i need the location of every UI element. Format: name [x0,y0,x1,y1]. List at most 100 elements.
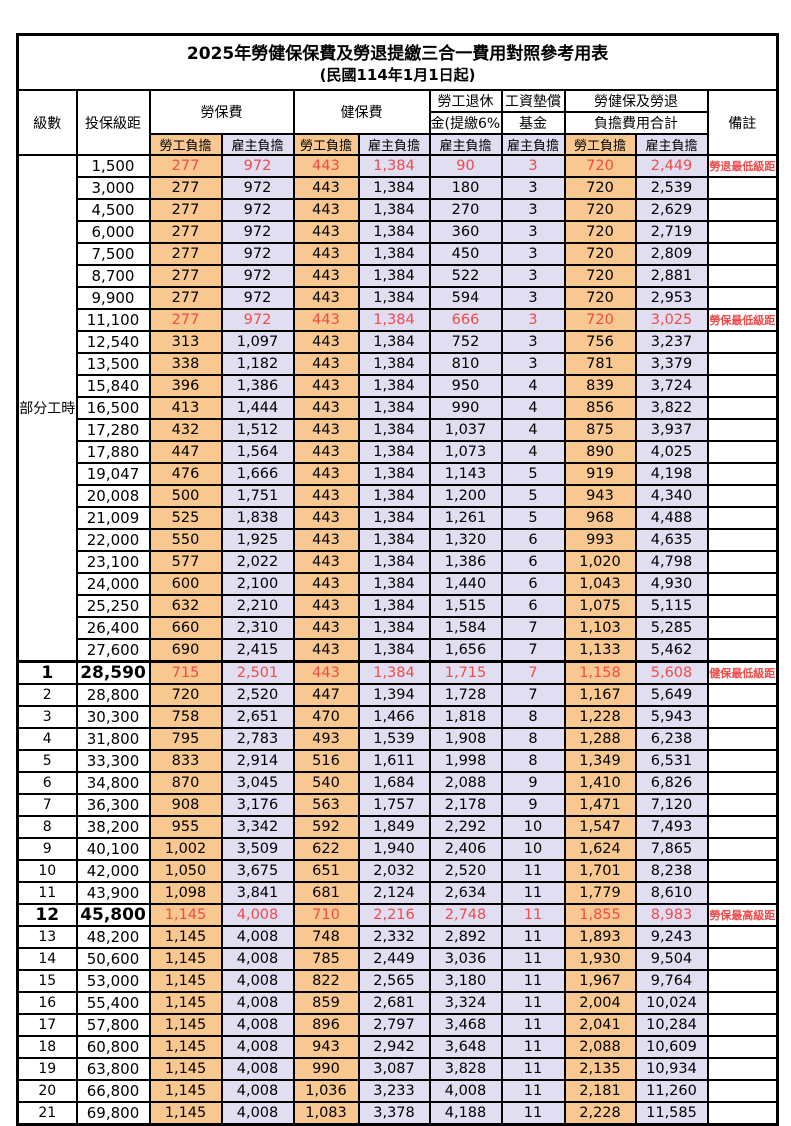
total-worker-cell: 1,075 [563,594,637,618]
wage-fund-employer-cell: 6 [500,550,566,574]
total-worker-cell: 1,349 [563,749,637,773]
wage-fund-employer-cell: 3 [500,220,566,244]
remark-cell [706,881,779,905]
total-worker-cell: 720 [563,154,637,178]
li-worker-cell: 1,145 [148,903,223,927]
hi-employer-cell: 1,611 [357,749,431,773]
bracket-cell: 40,100 [75,837,151,861]
li-employer-cell: 1,925 [220,528,295,552]
li-worker-cell: 1,002 [148,837,223,861]
total-worker-cell: 943 [563,484,637,508]
pension-employer-cell: 1,143 [428,462,503,486]
table-row: 15,840 396 1,386 443 1,384 950 4 839 3,724 [18,374,779,398]
bracket-cell: 12,540 [75,330,151,354]
hi-worker-cell: 443 [292,352,360,376]
remark-cell [706,638,779,663]
li-employer-cell: 972 [220,308,295,332]
bracket-cell: 6,000 [75,220,151,244]
li-worker-cell: 870 [148,771,223,795]
total-employer-cell: 9,243 [634,925,709,949]
pension-employer-cell: 2,748 [428,903,503,927]
level-cell: 4 [16,727,78,751]
hi-worker-cell: 443 [292,572,360,596]
wage-fund-employer-cell: 6 [500,528,566,552]
wage-fund-employer-cell: 3 [500,286,566,310]
bracket-cell: 53,000 [75,969,151,993]
wage-fund-employer-cell: 3 [500,242,566,266]
header-row-3: 勞工負擔 雇主負擔 勞工負擔 雇主負擔 雇主負擔 雇主負擔 勞工負擔 雇主負擔 [18,133,778,156]
table-row: 6,000 277 972 443 1,384 360 3 720 2,719 [18,220,779,244]
li-employer-cell: 1,386 [220,374,295,398]
pension-employer-cell: 3,036 [428,947,503,971]
li-worker-cell: 525 [148,506,223,530]
hi-employer-cell: 2,124 [357,881,431,905]
hi-worker-cell: 443 [292,198,360,222]
hi-worker-cell: 822 [292,969,360,993]
wage-fund-employer-cell: 4 [500,374,566,398]
hi-employer-cell: 2,565 [357,969,431,993]
total-employer-cell: 7,493 [634,815,709,839]
pension-employer-cell: 3,648 [428,1035,503,1059]
pension-employer-cell: 1,320 [428,528,503,552]
total-employer-cell: 4,198 [634,462,709,486]
table-row: 22,000 550 1,925 443 1,384 1,320 6 993 4,635 [18,528,779,552]
bracket-cell: 57,800 [75,1013,151,1037]
hi-worker-cell: 443 [292,528,360,552]
li-worker-cell: 447 [148,440,223,464]
total-worker-cell: 720 [563,176,637,200]
total-employer-cell: 4,635 [634,528,709,552]
col-header-pension-line1: 勞工退休 [428,89,503,113]
hi-worker-cell: 516 [292,749,360,773]
hi-worker-cell: 470 [292,705,360,729]
remark-cell [706,528,779,552]
total-worker-cell: 1,967 [563,969,637,993]
total-worker-cell: 720 [563,198,637,222]
li-worker-cell: 277 [148,242,223,266]
hi-worker-cell: 748 [292,925,360,949]
li-employer-cell: 3,675 [220,859,295,883]
li-employer-cell: 2,310 [220,616,295,640]
remark-cell [706,550,779,574]
li-worker-cell: 1,145 [148,1101,223,1126]
li-employer-cell: 4,008 [220,925,295,949]
hi-worker-cell: 443 [292,286,360,310]
hi-worker-cell: 443 [292,506,360,530]
li-employer-cell: 1,097 [220,330,295,354]
level-cell: 5 [16,749,78,773]
level-cell: 8 [16,815,78,839]
hi-worker-cell: 443 [292,374,360,398]
hi-worker-cell: 443 [292,264,360,288]
pension-employer-cell: 3,324 [428,991,503,1015]
table-row: 12,540 313 1,097 443 1,384 752 3 756 3,237 [18,330,779,354]
hi-employer-cell: 3,233 [357,1079,431,1103]
table-row: 7 36,300 908 3,176 563 1,757 2,178 9 1,471 7,120 [16,793,779,817]
pension-employer-cell: 1,818 [428,705,503,729]
hi-employer-cell: 2,332 [357,925,431,949]
li-worker-cell: 277 [148,264,223,288]
total-employer-cell: 10,934 [634,1057,709,1081]
li-employer-cell: 972 [220,286,295,310]
total-worker-cell: 2,041 [563,1013,637,1037]
table-row: 21,009 525 1,838 443 1,384 1,261 5 968 4,488 [18,506,779,530]
pension-employer-cell: 1,656 [428,638,503,663]
hi-employer-cell: 1,384 [357,418,431,442]
total-worker-cell: 993 [563,528,637,552]
total-worker-cell: 1,547 [563,815,637,839]
remark-cell [706,462,779,486]
total-worker-cell: 720 [563,286,637,310]
hi-employer-cell: 1,384 [357,176,431,200]
pension-employer-cell: 2,520 [428,859,503,883]
wage-fund-employer-cell: 5 [500,484,566,508]
li-employer-cell: 4,008 [220,1101,295,1126]
li-worker-cell: 1,050 [148,859,223,883]
hi-employer-cell: 1,384 [357,308,431,332]
table-row: 4 31,800 795 2,783 493 1,539 1,908 8 1,288 6,238 [16,727,779,751]
total-employer-cell: 6,238 [634,727,709,751]
total-employer-cell: 8,983 [634,903,709,927]
col-header-wage-fund-line2: 基金 [500,111,566,135]
hi-employer-cell: 1,384 [357,638,431,663]
total-employer-cell: 5,943 [634,705,709,729]
bracket-cell: 30,300 [75,705,151,729]
table-row: 7,500 277 972 443 1,384 450 3 720 2,809 [18,242,779,266]
total-employer-cell: 4,340 [634,484,709,508]
